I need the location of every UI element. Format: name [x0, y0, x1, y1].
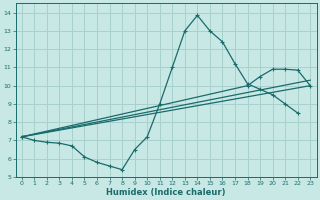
X-axis label: Humidex (Indice chaleur): Humidex (Indice chaleur) — [106, 188, 226, 197]
